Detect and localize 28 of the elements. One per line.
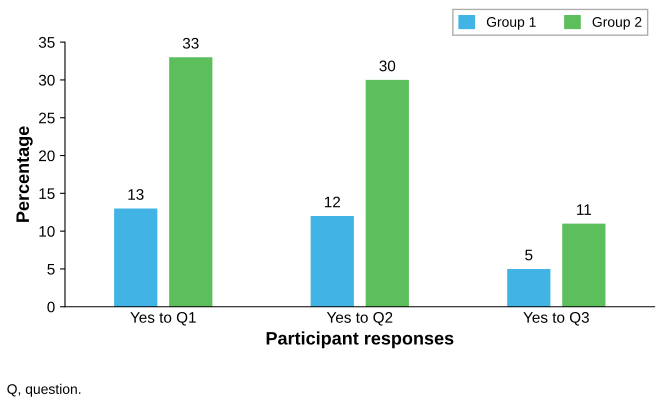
bar [366,80,409,307]
x-tick-label: Yes to Q2 [326,312,392,326]
y-tick-label: 20 [39,150,55,162]
data-label: 12 [324,196,340,208]
bar [169,57,212,307]
data-label: 13 [128,189,144,200]
y-tick-label: 0 [47,302,55,312]
x-tick-label: Yes to Q3 [523,312,589,326]
x-tick-label: Yes to Q1 [130,312,196,326]
y-tick-label: 10 [39,226,55,237]
y-tick-label: 35 [38,36,55,48]
y-axis-title: Percentage [16,126,33,222]
y-tick-label: 15 [39,188,55,200]
legend-label: Group 2 [592,17,642,30]
legend-label: Group 1 [486,17,536,30]
y-tick-label: 30 [38,74,55,86]
data-label: 33 [182,38,199,49]
data-label: 30 [379,60,396,72]
data-label: 5 [525,250,532,260]
data-label: 11 [577,204,592,215]
y-tick-label: 5 [47,264,55,275]
text: Q, question. [7,384,80,397]
y-tick-label: 25 [39,112,55,124]
bar [562,224,606,307]
bar [114,208,158,307]
bar [507,268,550,307]
x-axis-title: Participant responses [266,331,454,348]
bar [310,216,354,307]
